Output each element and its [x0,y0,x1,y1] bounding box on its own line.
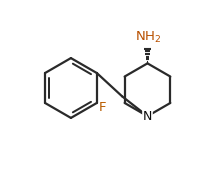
Text: NH$_2$: NH$_2$ [135,30,162,45]
Text: F: F [99,101,106,114]
Text: N: N [143,110,152,123]
